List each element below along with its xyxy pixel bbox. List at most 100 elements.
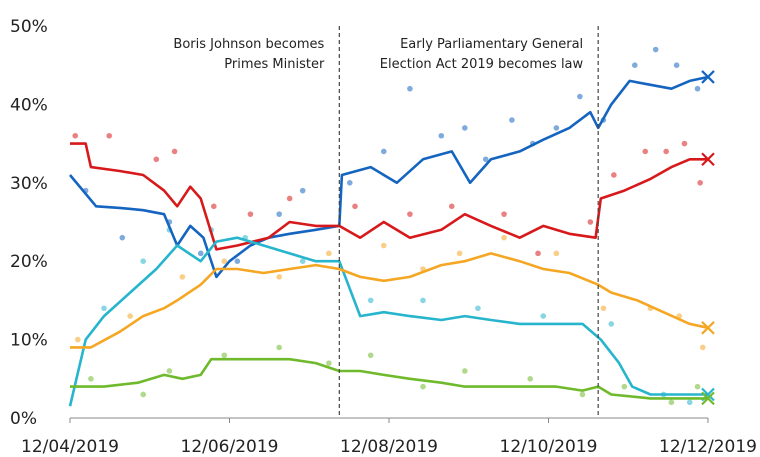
poll-point — [407, 211, 413, 217]
trend-line — [70, 142, 708, 251]
poll-point — [673, 62, 680, 68]
end-marker — [701, 321, 715, 335]
poll-point — [221, 258, 228, 265]
poll-point — [535, 250, 541, 257]
poll-point — [509, 117, 515, 123]
x-tick-label: 12/04/2019 — [21, 437, 119, 457]
trend-line — [70, 357, 708, 400]
poll-point — [276, 274, 282, 280]
poll-point — [140, 391, 147, 398]
poll-point — [600, 305, 607, 312]
poll-point — [577, 93, 583, 100]
poll-point — [420, 297, 426, 304]
poll-point — [462, 125, 468, 131]
trend-line — [68, 236, 708, 407]
poll-point — [119, 234, 126, 241]
poll-point — [686, 399, 693, 406]
poll-point — [352, 203, 358, 210]
trend-line — [69, 75, 709, 279]
annotation-line-text: Primes Minister — [224, 57, 325, 72]
poll-point — [456, 250, 463, 257]
end-marker — [701, 70, 715, 84]
poll-point — [153, 156, 160, 163]
x-tick-label: 12/06/2019 — [181, 437, 279, 457]
poll-point — [276, 211, 282, 217]
event-annotations: Boris Johnson becomes Primes Minister Earl… — [173, 26, 599, 418]
poll-point — [88, 376, 94, 382]
poll-point — [166, 368, 173, 374]
poll-point — [642, 148, 649, 155]
poll-point — [681, 140, 688, 147]
poll-point — [668, 399, 675, 406]
poll-point — [527, 376, 533, 382]
poll-point — [286, 195, 293, 202]
poll-point — [221, 352, 228, 359]
poll-point — [75, 336, 81, 343]
poll-point — [326, 250, 332, 257]
y-tick-label: 50% — [10, 17, 48, 37]
end-marker — [701, 152, 715, 167]
x-tick-label: 12/08/2019 — [340, 437, 438, 457]
poll-point — [299, 258, 306, 265]
poll-point — [72, 132, 79, 139]
poll-point — [652, 46, 659, 53]
poll-point — [127, 313, 133, 319]
poll-point — [621, 383, 628, 390]
trend-lines — [68, 70, 715, 407]
poll-point — [211, 203, 217, 210]
poll-point — [367, 352, 374, 359]
poll-point — [462, 368, 468, 374]
poll-point — [140, 258, 147, 265]
poll-point — [171, 148, 178, 155]
poll-point — [106, 132, 113, 139]
x-tick-label: 12/10/2019 — [500, 437, 598, 457]
poll-point — [101, 305, 107, 312]
poll-point — [367, 297, 374, 304]
poll-points — [72, 46, 706, 406]
poll-point — [694, 85, 701, 92]
poll-point — [631, 62, 638, 68]
poll-point — [380, 148, 387, 155]
poll-point — [346, 180, 353, 186]
y-tick-label: 0% — [10, 409, 37, 429]
poll-point — [540, 313, 547, 319]
annotation-text: Early Parliamentary General Election Act … — [380, 37, 584, 72]
poll-point — [380, 242, 387, 249]
poll-point — [438, 132, 445, 139]
poll-point — [663, 148, 669, 155]
poll-point — [608, 321, 615, 327]
annotation-line-text: Boris Johnson becomes — [173, 37, 324, 52]
poll-point — [407, 85, 413, 92]
poll-point — [501, 211, 507, 217]
poll-point — [697, 180, 703, 186]
y-tick-label: 10% — [10, 331, 48, 351]
poll-point — [234, 258, 241, 265]
poll-point — [587, 219, 594, 225]
poll-point — [179, 274, 186, 280]
y-tick-label: 40% — [10, 95, 48, 115]
poll-point — [694, 383, 701, 390]
annotation-text: Boris Johnson becomes Primes Minister — [173, 37, 325, 72]
y-tick-label: 30% — [10, 174, 48, 194]
trend-line — [70, 252, 709, 349]
poll-point — [475, 305, 481, 312]
poll-point — [699, 344, 706, 351]
annotation-line-text: Early Parliamentary General — [400, 37, 583, 52]
end-marker — [701, 391, 715, 406]
poll-point — [247, 211, 254, 217]
poll-point — [420, 383, 426, 390]
annotation-line-text: Election Act 2019 becomes law — [380, 57, 584, 72]
axes: 0% 10% 20% 30% 40% 50% 12/04/2019 12/06/2019 12/… — [10, 17, 757, 457]
poll-point — [197, 250, 204, 257]
poll-point — [579, 391, 586, 398]
poll-point — [326, 360, 332, 366]
poll-point — [553, 250, 560, 257]
poll-point — [448, 203, 455, 210]
poll-point — [299, 187, 306, 194]
poll-point — [482, 156, 489, 163]
poll-point — [276, 344, 282, 351]
x-tick-label: 12/12/2019 — [659, 437, 757, 457]
poll-point — [611, 172, 617, 178]
poll-point — [553, 125, 560, 131]
